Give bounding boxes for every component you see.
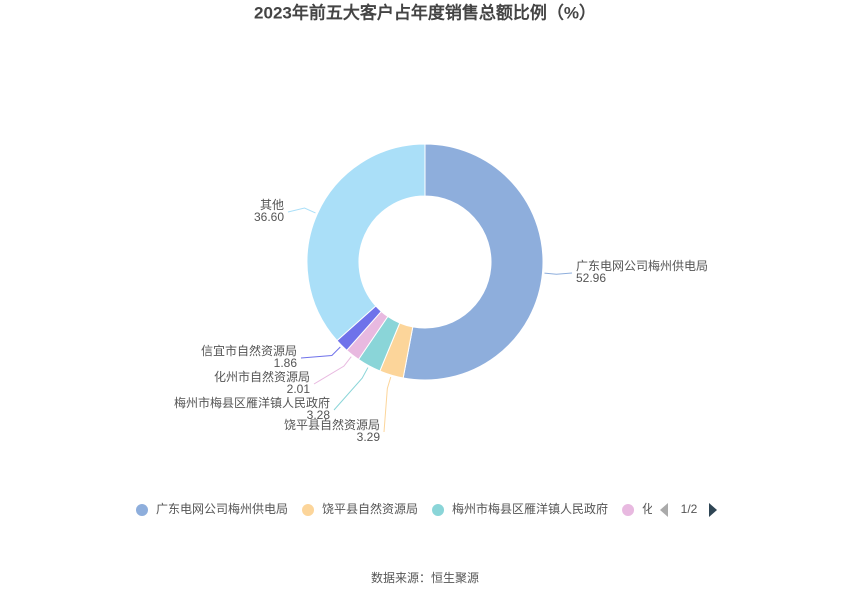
legend-label: 梅州市梅县区雁洋镇人民政府 <box>452 501 608 516</box>
slice-label: 化州市自然资源局 <box>214 369 310 384</box>
legend-label: 信宜市自然资源局 <box>772 501 850 516</box>
leader-line <box>544 272 573 275</box>
leader-line <box>313 356 352 385</box>
legend-marker <box>432 504 445 516</box>
chart-title: 2023年前五大客户占年度销售总额比例（%） <box>254 2 596 22</box>
legend-next[interactable] <box>709 503 717 517</box>
legend-label: 广东电网公司梅州供电局 <box>156 501 288 516</box>
slice-label: 其他 <box>260 198 284 212</box>
slice <box>402 143 544 381</box>
slice-value: 3.29 <box>357 430 381 444</box>
slice-label: 梅州市梅县区雁洋镇人民政府 <box>174 395 330 410</box>
legend-label: 饶平县自然资源局 <box>322 501 418 516</box>
source: 数据来源：恒生聚源 <box>371 570 479 585</box>
slice <box>306 143 426 342</box>
legend: 广东电网公司梅州供电局 饶平县自然资源局 梅州市梅县区雁洋镇人民政府 化州市自然资源局… <box>136 501 850 516</box>
slice-value: 52.96 <box>576 271 606 285</box>
legend-marker <box>136 504 148 516</box>
legend-marker <box>752 504 764 516</box>
slice-label: 饶平县自然资源局 <box>284 417 380 432</box>
slice-value: 36.60 <box>254 210 284 224</box>
slice-value: 1.86 <box>274 356 298 370</box>
leader-line <box>333 367 369 411</box>
leader-line <box>300 346 341 359</box>
slice-value: 3.28 <box>307 408 331 422</box>
legend-marker <box>302 504 315 516</box>
leader-line <box>287 207 316 214</box>
slice-label: 信宜市自然资源局 <box>201 343 297 358</box>
legend-label: 化州市自然资源局 <box>642 501 738 516</box>
legend-page: 1/2 <box>681 502 698 516</box>
leader-line <box>383 376 392 433</box>
legend-marker <box>622 504 635 516</box>
slice-value: 2.01 <box>287 382 311 396</box>
slice-label: 广东电网公司梅州供电局 <box>576 258 708 273</box>
legend-prev[interactable] <box>660 503 668 517</box>
